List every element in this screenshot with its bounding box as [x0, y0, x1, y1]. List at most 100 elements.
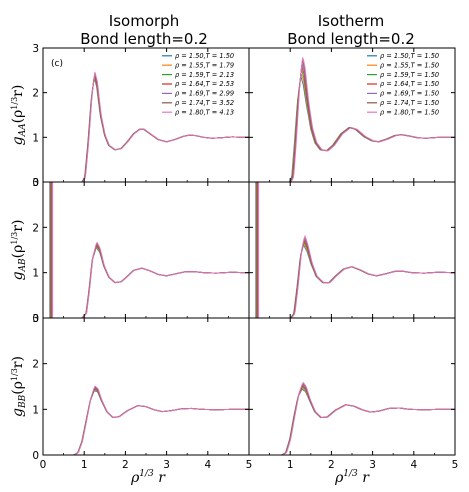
x-axis-label-left: ρ1/3 r — [130, 469, 166, 486]
legend-entry: ρ = 1.69,T = 2.99 — [175, 90, 234, 98]
panel-AA-isomorph — [43, 71, 249, 182]
panels — [43, 56, 455, 455]
y-tick-label: 2 — [32, 88, 39, 100]
series-line-6 — [43, 242, 249, 318]
series-line-2 — [249, 243, 455, 318]
x-axis-label-right-end: r — [358, 470, 370, 486]
series-line-1 — [249, 244, 455, 318]
series-line-4 — [249, 384, 455, 455]
series-line-4 — [43, 243, 249, 318]
y-axis-label-part: r) — [10, 356, 26, 368]
x-axis-label-left-end: r — [154, 470, 166, 486]
title-isomorph-line2: Bond length=0.2 — [80, 30, 208, 48]
series-line-1 — [43, 246, 249, 318]
x-tick-label: 3 — [163, 459, 170, 471]
legend-entry: ρ = 1.59,T = 1.50 — [380, 71, 439, 79]
x-tick-label: 0 — [40, 459, 47, 471]
x-tick-label: 4 — [410, 459, 417, 471]
series-line-6 — [43, 386, 249, 455]
legend-isotherm: ρ = 1.50,T = 1.50ρ = 1.55,T = 1.50 ρ = 1.… — [367, 52, 439, 116]
x-tick-label: 4 — [204, 459, 211, 471]
title-isotherm-line1: Isotherm — [318, 12, 385, 30]
x-tick-label: 1 — [287, 459, 294, 471]
y-axis-label-ab: gAB(ρ1/3r) — [10, 220, 28, 281]
y-axis-label-part: (ρ — [10, 381, 26, 395]
legend-entry: ρ = 1.64,T = 2.53 — [175, 80, 234, 88]
x-tick-label: 1 — [81, 459, 88, 471]
series-line-7 — [249, 56, 455, 182]
series-line-3 — [43, 244, 249, 318]
x-axis-label-right: ρ1/3 r — [334, 469, 370, 486]
y-axis-label-part: r) — [10, 220, 26, 232]
y-axis-label-part: g — [10, 136, 26, 145]
series-line-1 — [249, 388, 455, 455]
y-axis-label-part: 1/3 — [10, 97, 19, 110]
series-line-6 — [249, 237, 455, 318]
y-axis-label-part: AA — [18, 123, 28, 137]
series-line-7 — [249, 381, 455, 455]
legend-entry: ρ = 1.69,T = 1.50 — [380, 90, 439, 98]
panel-frame-BB-isotherm — [248, 317, 456, 456]
x-tick-label: 2 — [122, 459, 129, 471]
x-tick-label: 3 — [369, 459, 376, 471]
legends: ρ = 1.50,T = 1.50ρ = 1.55,T = 1.79ρ = 1.… — [162, 52, 439, 116]
y-axis-label-aa: gAA(ρ1/3r) — [10, 85, 28, 146]
panel-annotation: (c) — [51, 59, 63, 69]
series-line-5 — [249, 384, 455, 455]
legend-entry: ρ = 1.55,T = 1.50 — [380, 61, 439, 69]
legend-entry: ρ = 1.80,T = 4.13 — [175, 108, 234, 116]
y-axis-label-part: r) — [10, 85, 26, 97]
title-isomorph-line1: Isomorph — [109, 12, 179, 30]
legend-entry: ρ = 1.50,T = 1.50 — [175, 52, 234, 60]
series-line-3 — [249, 240, 455, 318]
x-tick-label: 5 — [452, 459, 459, 471]
panel-AA-isotherm — [249, 56, 455, 182]
series-line-3 — [43, 388, 249, 455]
y-axis-label-part: AB — [18, 258, 28, 272]
column-titles: Isomorph Bond length=0.2 Isotherm Bond l… — [80, 12, 415, 48]
series-line-4 — [249, 238, 455, 318]
legend-isomorph: ρ = 1.50,T = 1.50ρ = 1.55,T = 1.79 ρ = 1.… — [162, 52, 234, 116]
y-axis-label-bb: gBB(ρ1/3r) — [10, 356, 28, 417]
x-axis-label-left-main: ρ — [130, 470, 140, 486]
y-axis-label-part: 1/3 — [10, 368, 19, 381]
legend-entry: ρ = 1.74,T = 1.50 — [380, 99, 439, 107]
y-tick-label: 0 — [32, 313, 39, 325]
y-tick-label: 0 — [32, 177, 39, 189]
y-tick-label: 2 — [32, 222, 39, 234]
y-tick-label: 3 — [32, 177, 39, 189]
panel-AB-isomorph — [43, 182, 249, 318]
panel-AB-isotherm — [249, 182, 455, 318]
x-axis-label-right-main: ρ — [334, 470, 344, 486]
y-axis-label-part: g — [10, 408, 26, 417]
legend-entry: ρ = 1.50,T = 1.50 — [380, 52, 439, 60]
panel-frame-AB-isotherm — [248, 181, 456, 319]
series-line-7 — [43, 385, 249, 455]
y-tick-label: 1 — [32, 404, 39, 416]
y-axis-label-part: g — [10, 271, 26, 280]
series-line-2 — [43, 389, 249, 455]
row-labels: gAA(ρ1/3r)gAB(ρ1/3r)gBB(ρ1/3r) — [10, 85, 28, 417]
legend-entry: ρ = 1.80,T = 1.50 — [380, 108, 439, 116]
legend-entry: ρ = 1.59,T = 2.13 — [175, 71, 234, 79]
y-tick-label: 1 — [32, 132, 39, 144]
x-tick-label: 2 — [328, 459, 335, 471]
series-line-4 — [43, 387, 249, 455]
legend-entry: ρ = 1.64,T = 1.50 — [380, 80, 439, 88]
title-isotherm-line2: Bond length=0.2 — [287, 30, 415, 48]
y-tick-label: 3 — [32, 313, 39, 325]
panel-frame-AB-isomorph — [42, 181, 250, 319]
y-tick-label: 0 — [32, 450, 39, 462]
legend-entry: ρ = 1.55,T = 1.79 — [175, 61, 234, 69]
legend-entry: ρ = 1.74,T = 3.52 — [175, 99, 234, 107]
series-line-7 — [43, 71, 249, 182]
series-line-5 — [43, 387, 249, 455]
y-axis-label-part: (ρ — [10, 245, 26, 259]
series-line-7 — [43, 242, 249, 318]
panel-frame-BB-isomorph — [42, 317, 250, 456]
x-axis-label-left-exp: 1/3 — [139, 469, 154, 479]
panel-BB-isotherm — [249, 381, 455, 455]
series-line-5 — [43, 243, 249, 318]
